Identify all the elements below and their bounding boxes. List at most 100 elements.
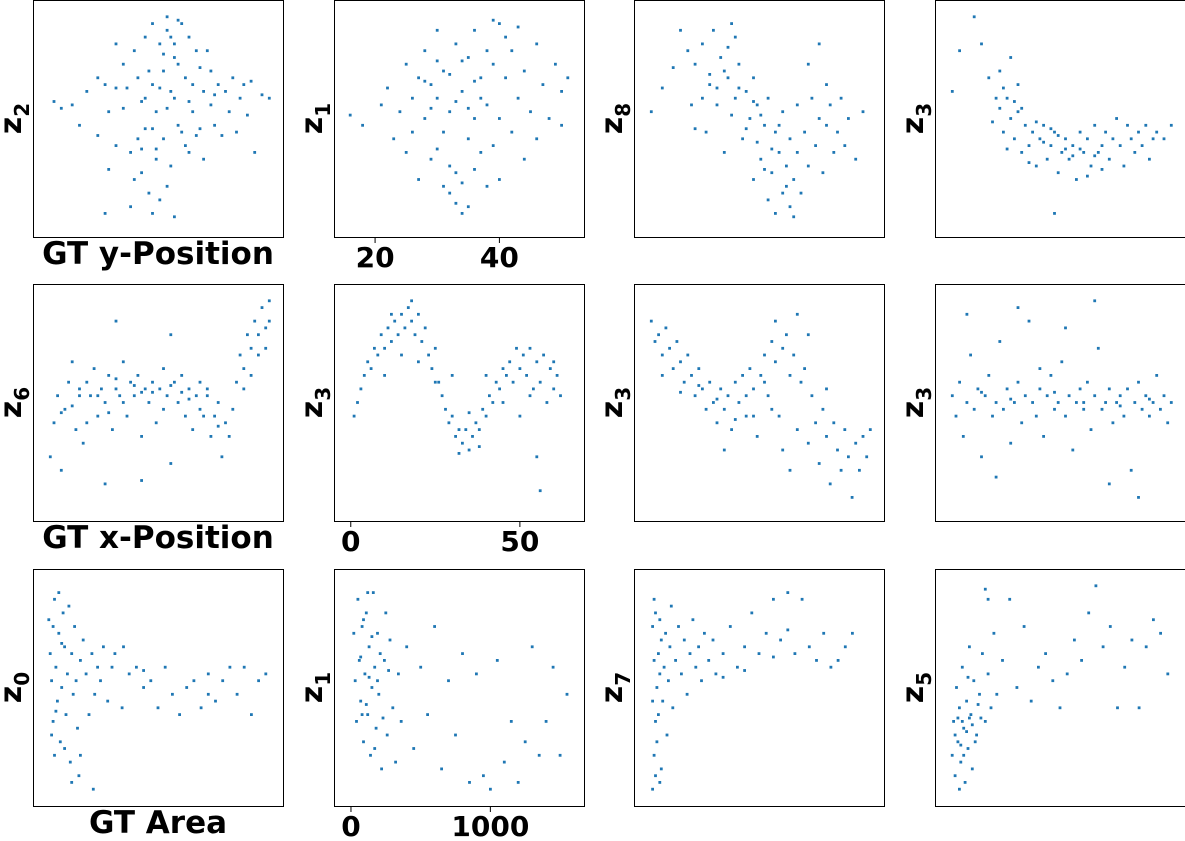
data-point [829, 665, 833, 669]
point-series [352, 591, 569, 791]
data-point [78, 387, 81, 391]
data-point [367, 645, 371, 649]
data-point [359, 387, 363, 391]
data-point [121, 401, 125, 404]
data-point [376, 679, 379, 683]
data-point [1005, 387, 1009, 391]
data-point [76, 726, 79, 730]
data-point [60, 642, 64, 645]
data-point [140, 390, 143, 394]
data-point [703, 631, 706, 635]
data-point [992, 631, 996, 635]
x-tick-label: 50 [500, 525, 539, 558]
data-point [391, 706, 395, 710]
data-point [825, 83, 828, 86]
data-point [125, 414, 129, 418]
data-point [464, 428, 468, 431]
data-point [66, 672, 69, 676]
data-point [52, 100, 56, 103]
data-point [1129, 468, 1133, 472]
data-point [410, 299, 413, 303]
data-point [359, 699, 363, 703]
data-point [173, 380, 176, 384]
data-point [381, 716, 385, 720]
data-point [494, 380, 498, 384]
data-point [246, 113, 249, 117]
data-point [828, 482, 832, 486]
data-point [1107, 387, 1111, 391]
data-point [1126, 123, 1129, 127]
data-point [96, 134, 100, 137]
data-point [199, 706, 203, 710]
data-point [231, 407, 235, 411]
data-point [682, 380, 686, 384]
data-point [721, 652, 725, 655]
data-point [1104, 401, 1107, 404]
data-point [70, 781, 74, 784]
data-point [448, 191, 452, 195]
data-point [242, 83, 246, 86]
data-point [378, 652, 382, 655]
data-point [743, 669, 746, 672]
data-point [726, 394, 730, 398]
data-point [355, 720, 358, 723]
data-point [477, 445, 481, 448]
data-point [674, 659, 677, 662]
data-point [140, 147, 143, 151]
data-point [485, 49, 489, 53]
data-point [1166, 421, 1170, 425]
data-point [361, 123, 364, 127]
data-point [257, 333, 260, 337]
data-point [518, 414, 522, 418]
data-point [151, 380, 154, 384]
data-point [806, 164, 810, 168]
data-point [1009, 397, 1013, 401]
plot-frame [33, 569, 284, 807]
data-point [755, 435, 759, 438]
data-point [950, 394, 954, 398]
data-point [89, 394, 92, 398]
data-point [806, 333, 810, 337]
data-point [484, 374, 488, 377]
data-point [213, 123, 216, 127]
data-point [103, 83, 107, 86]
data-point [417, 312, 420, 316]
data-point [662, 665, 666, 669]
point-series [651, 591, 854, 791]
data-point [267, 96, 271, 100]
data-point [1071, 154, 1075, 158]
data-point [693, 62, 697, 66]
data-point [983, 394, 987, 398]
data-point [107, 411, 111, 415]
data-point [132, 49, 136, 53]
data-point [63, 645, 66, 649]
data-point [1013, 137, 1016, 141]
plot-frame [33, 0, 284, 238]
data-point [136, 137, 140, 141]
data-point [158, 42, 162, 46]
data-point [379, 333, 383, 337]
data-point [712, 401, 715, 404]
data-point [667, 679, 670, 683]
data-point [847, 455, 850, 459]
data-point [194, 49, 198, 53]
data-point [423, 117, 427, 120]
data-point [67, 380, 70, 384]
data-point [1009, 56, 1013, 59]
data-point [980, 42, 983, 46]
data-point [224, 421, 227, 425]
y-axis-label: z0 [0, 672, 34, 703]
data-point [658, 618, 662, 622]
data-point [429, 106, 433, 110]
data-point [63, 407, 67, 411]
data-point [715, 397, 719, 401]
data-point [1100, 407, 1104, 411]
data-point [954, 414, 958, 418]
data-point [671, 706, 675, 710]
plot-frame [33, 284, 284, 522]
data-point [1067, 157, 1071, 161]
data-point [501, 401, 505, 404]
data-point [440, 394, 444, 398]
data-point [1008, 597, 1012, 601]
data-point [1152, 618, 1155, 622]
